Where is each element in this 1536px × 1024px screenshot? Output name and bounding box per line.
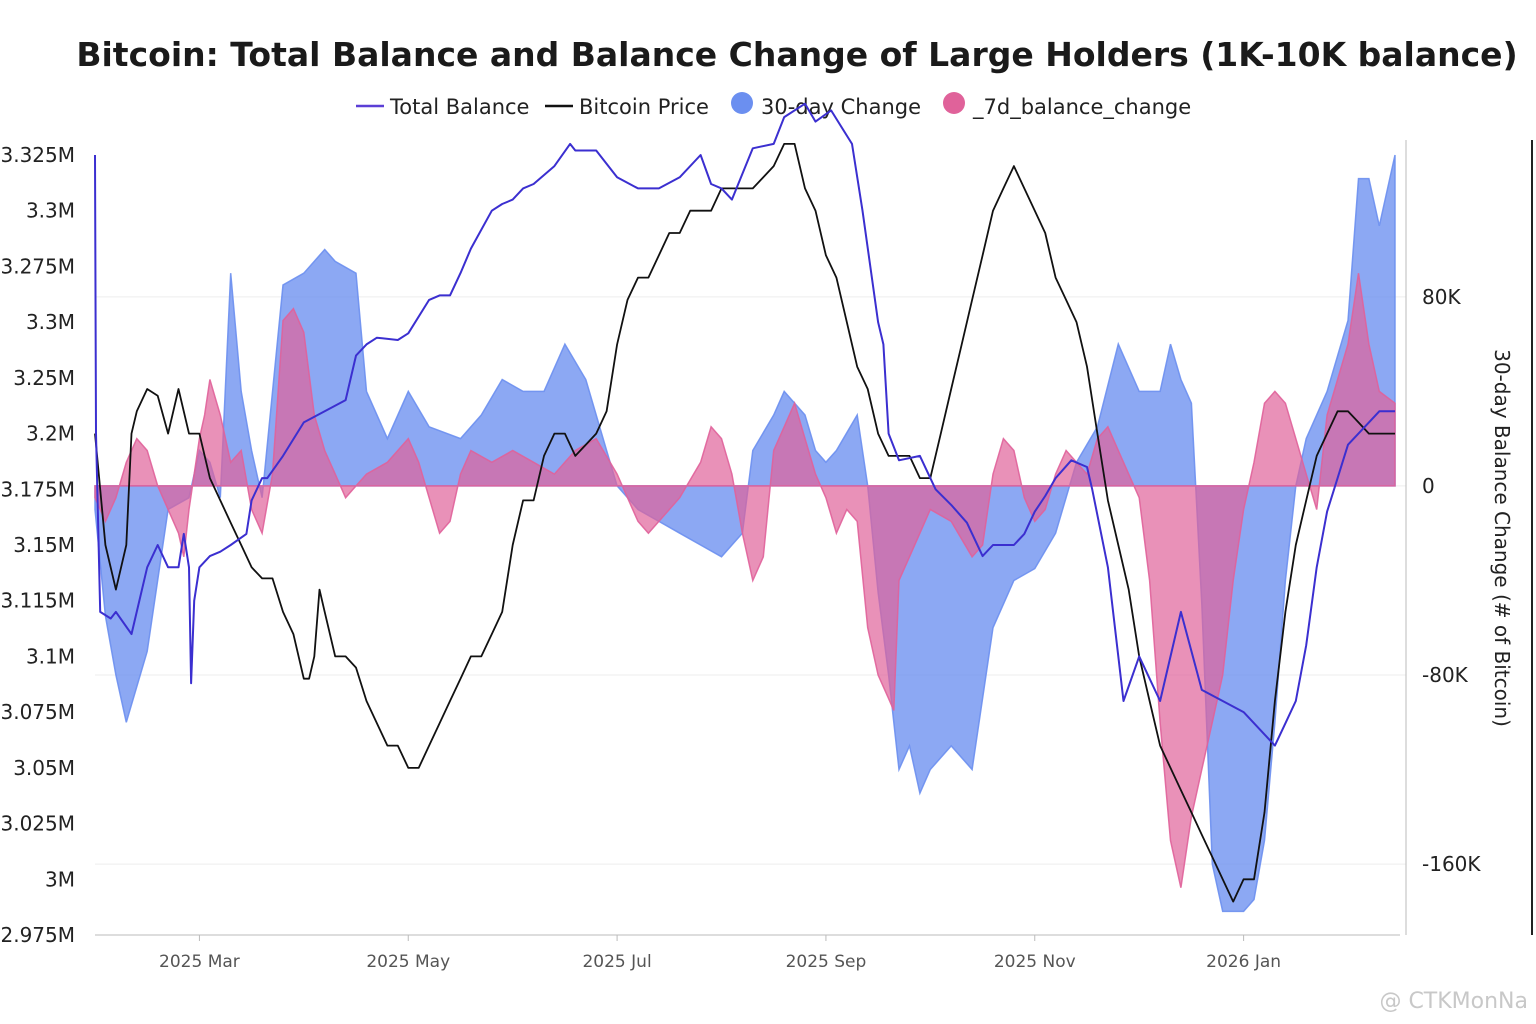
left-y-tick-label: 2.975M xyxy=(0,923,75,947)
axes xyxy=(95,140,1533,936)
area-30day-change xyxy=(94,154,1396,913)
x-tick-label: 2025 Mar xyxy=(159,952,240,972)
left-y-tick-label: 3M xyxy=(45,867,75,891)
watermark: @ CTKMonNa xyxy=(1379,989,1528,1014)
left-y-tick-label: 3.3M xyxy=(26,310,75,334)
left-y-tick-label: 3.075M xyxy=(0,700,75,724)
x-axis-ticks: 2025 Mar 2025 May 2025 Jul 2025 Sep 2025 Nov… xyxy=(159,935,1281,972)
right-y-tick-label: -160K xyxy=(1422,852,1481,876)
series-bitcoin-price xyxy=(94,143,1395,903)
left-y-tick-label: 3.325M xyxy=(0,143,75,167)
left-y-tick-label: 3.115M xyxy=(0,589,75,613)
left-y-axis-ticks: 3.325M 3.3M 3.275M 3.3M 3.25M 3.2M 3.175M 3.15M… xyxy=(0,143,75,947)
chart-title: Bitcoin: Total Balance and Balance Chang… xyxy=(76,35,1517,74)
right-y-axis-label: 30-day Balance Change (# of Bitcoin) xyxy=(1490,349,1514,727)
left-y-tick-label: 3.05M xyxy=(13,756,75,780)
series-total-balance xyxy=(94,102,1395,747)
left-y-tick-label: 3.3M xyxy=(26,199,75,223)
legend-7d-change-marker xyxy=(943,92,965,114)
line-bitcoin-price xyxy=(94,143,1395,903)
left-y-tick-label: 3.175M xyxy=(0,477,75,501)
left-y-tick-label: 3.025M xyxy=(0,812,75,836)
legend-bitcoin-price-label: Bitcoin Price xyxy=(579,95,709,119)
series-30day-change xyxy=(94,154,1396,913)
series-7d-balance-change xyxy=(94,273,1396,888)
legend-total-balance-label: Total Balance xyxy=(389,95,529,119)
left-y-tick-label: 3.15M xyxy=(13,533,75,557)
right-y-axis-ticks: 80K 0 -80K -160K xyxy=(1422,285,1481,876)
left-y-tick-label: 3.25M xyxy=(13,366,75,390)
line-total-balance xyxy=(94,102,1395,747)
right-y-tick-label: 0 xyxy=(1422,474,1435,498)
right-y-tick-label: -80K xyxy=(1422,663,1469,687)
area-7d-balance-change xyxy=(94,273,1396,888)
legend-7d-change-label: _7d_balance_change xyxy=(972,95,1191,120)
x-tick-label: 2025 Jul xyxy=(582,952,651,972)
x-tick-label: 2026 Jan xyxy=(1206,952,1281,972)
right-y-tick-label: 80K xyxy=(1422,285,1461,309)
left-y-tick-label: 3.275M xyxy=(0,254,75,278)
left-y-tick-label: 3.1M xyxy=(26,644,75,668)
left-y-tick-label: 3.2M xyxy=(26,422,75,446)
legend: Total Balance Bitcoin Price 30-day Chang… xyxy=(356,92,1191,120)
x-tick-label: 2025 May xyxy=(366,952,450,972)
x-tick-label: 2025 Sep xyxy=(786,952,867,972)
legend-30day-change-marker xyxy=(731,92,753,114)
x-tick-label: 2025 Nov xyxy=(994,952,1076,972)
